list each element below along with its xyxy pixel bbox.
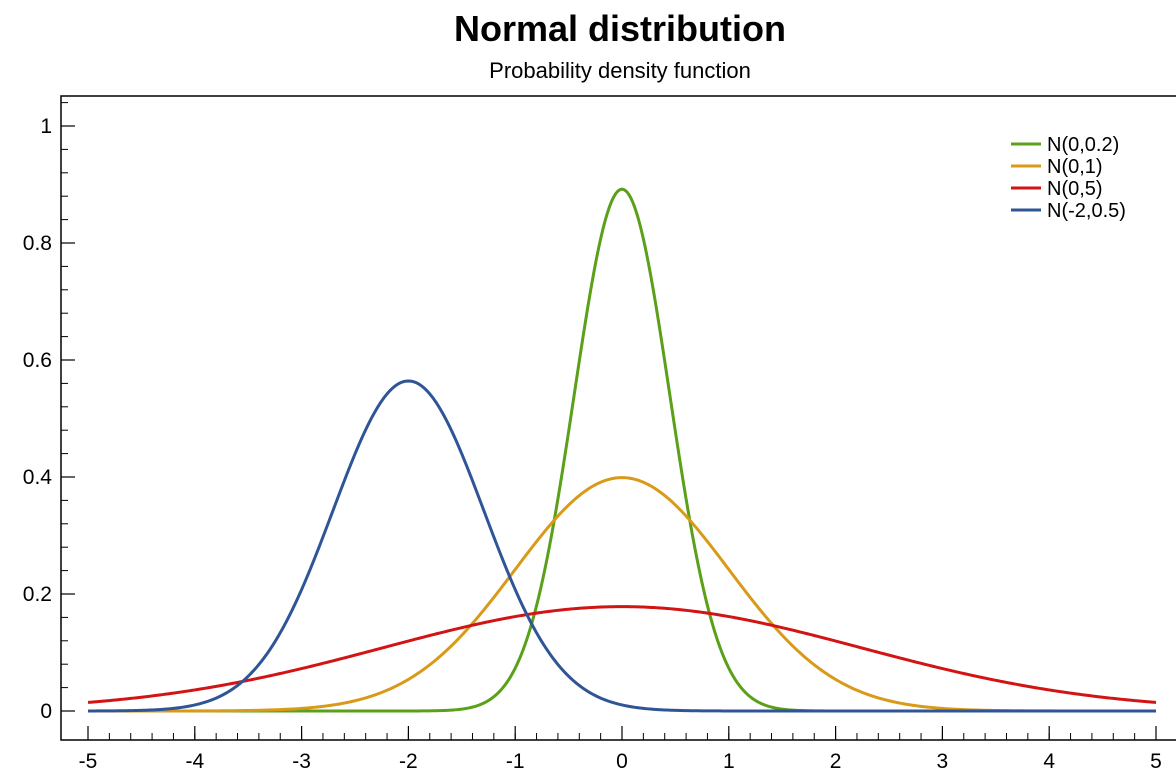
- x-axis-tick-labels: -5 -4 -3 -2 -1 0 1 2 3 4 5: [79, 750, 1162, 773]
- y-tick-label: 1: [40, 115, 52, 138]
- chart-title: Normal distribution: [454, 8, 786, 49]
- series-line-3: [87, 605, 1157, 704]
- plot-frame: [60, 95, 1176, 741]
- x-tick-label: 2: [830, 750, 842, 773]
- x-axis-ticks: [87, 726, 1157, 740]
- y-axis-tick-labels: 0 0.2 0.4 0.6 0.8 1: [23, 115, 53, 723]
- y-axis-ticks: [61, 102, 75, 712]
- y-tick-label: 0.2: [23, 583, 52, 606]
- x-tick-label: 3: [937, 750, 949, 773]
- legend-label: N(-2,0.5): [1047, 200, 1126, 222]
- x-tick-label: -3: [292, 750, 311, 773]
- x-tick-label: -4: [185, 750, 204, 773]
- x-tick-label: -2: [399, 750, 418, 773]
- x-tick-label: 1: [723, 750, 735, 773]
- legend-label: N(0,0.2): [1047, 134, 1119, 156]
- legend: N(0,0.2)N(0,1)N(0,5)N(-2,0.5): [1011, 134, 1126, 222]
- series-line-4: [87, 379, 1156, 713]
- y-tick-label: 0.4: [23, 466, 53, 489]
- legend-label: N(0,1): [1047, 156, 1103, 178]
- y-tick-label: 0.6: [23, 349, 52, 372]
- x-tick-label: -1: [506, 750, 525, 773]
- x-tick-label: 0: [616, 750, 628, 773]
- x-tick-label: 5: [1150, 750, 1162, 773]
- legend-label: N(0,5): [1047, 178, 1103, 200]
- series-line-1: [88, 187, 1156, 713]
- chart-subtitle: Probability density function: [489, 58, 751, 83]
- series-lines: [87, 187, 1157, 713]
- x-tick-label: 4: [1043, 750, 1055, 773]
- y-tick-label: 0: [40, 700, 52, 723]
- y-tick-label: 0.8: [23, 232, 52, 255]
- x-tick-label: -5: [79, 750, 98, 773]
